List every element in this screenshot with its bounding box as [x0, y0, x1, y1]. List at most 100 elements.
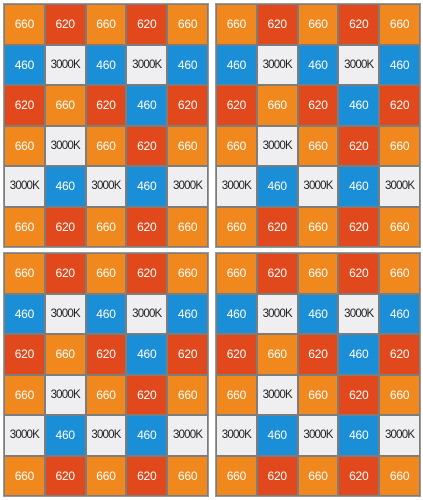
led-cell-nm-460: 460 [339, 86, 379, 125]
led-cell-nm-460: 460 [380, 45, 419, 84]
led-cell-nm-460: 460 [45, 167, 85, 206]
led-cell-nm-620: 620 [5, 86, 44, 125]
led-cell-nm-460: 460 [339, 335, 379, 374]
led-cell-nm-620: 620 [127, 5, 167, 44]
led-cell-white-3000k: 3000K [45, 45, 85, 84]
led-grid-panel-bottom-right: 660 620 660 620 660 460 3000K 460 3000K 460 620 660… [215, 252, 421, 497]
led-cell-nm-620: 620 [339, 5, 379, 44]
led-cell-nm-660: 660 [168, 5, 207, 44]
led-cell-nm-460: 460 [45, 416, 85, 455]
led-cell-nm-660: 660 [380, 254, 419, 293]
led-cell-nm-620: 620 [339, 254, 379, 293]
led-cell-nm-460: 460 [298, 45, 338, 84]
led-cell-nm-620: 620 [127, 126, 167, 165]
led-cell-white-3000k: 3000K [127, 45, 167, 84]
led-cell-nm-660: 660 [86, 207, 126, 246]
led-cell-nm-620: 620 [127, 207, 167, 246]
led-cell-nm-460: 460 [168, 294, 207, 333]
led-cell-nm-660: 660 [5, 456, 44, 495]
led-cell-nm-660: 660 [380, 375, 419, 414]
led-cell-nm-460: 460 [339, 167, 379, 206]
led-cell-nm-620: 620 [298, 86, 338, 125]
led-cell-white-3000k: 3000K [339, 45, 379, 84]
led-cell-nm-620: 620 [86, 86, 126, 125]
led-cell-white-3000k: 3000K [5, 416, 44, 455]
led-cell-nm-660: 660 [217, 126, 256, 165]
led-cell-nm-460: 460 [380, 294, 419, 333]
led-cell-nm-660: 660 [298, 456, 338, 495]
led-cell-nm-620: 620 [5, 335, 44, 374]
led-cell-nm-660: 660 [5, 207, 44, 246]
led-cell-white-3000k: 3000K [257, 126, 297, 165]
led-grid-panel-bottom-left: 660 620 660 620 660 460 3000K 460 3000K 460 620 660… [3, 252, 209, 497]
led-cell-nm-460: 460 [217, 45, 256, 84]
led-cell-nm-460: 460 [127, 86, 167, 125]
led-cell-white-3000k: 3000K [86, 167, 126, 206]
led-cell-nm-660: 660 [45, 335, 85, 374]
led-cell-white-3000k: 3000K [380, 167, 419, 206]
led-cell-white-3000k: 3000K [298, 416, 338, 455]
led-cell-nm-620: 620 [298, 335, 338, 374]
led-cell-nm-660: 660 [5, 126, 44, 165]
led-cell-nm-660: 660 [86, 126, 126, 165]
led-cell-nm-660: 660 [257, 335, 297, 374]
led-cell-nm-660: 660 [5, 375, 44, 414]
led-cell-nm-460: 460 [257, 167, 297, 206]
led-cell-white-3000k: 3000K [380, 416, 419, 455]
led-cell-nm-660: 660 [86, 5, 126, 44]
led-cell-nm-620: 620 [45, 207, 85, 246]
led-cell-nm-620: 620 [339, 456, 379, 495]
led-cell-white-3000k: 3000K [339, 294, 379, 333]
led-cell-nm-460: 460 [5, 294, 44, 333]
led-cell-nm-460: 460 [298, 294, 338, 333]
led-cell-white-3000k: 3000K [257, 375, 297, 414]
led-cell-nm-660: 660 [217, 5, 256, 44]
led-cell-nm-620: 620 [257, 207, 297, 246]
led-cell-nm-620: 620 [86, 335, 126, 374]
led-cell-nm-660: 660 [380, 456, 419, 495]
led-cell-nm-660: 660 [298, 254, 338, 293]
led-cell-nm-660: 660 [217, 254, 256, 293]
led-cell-nm-620: 620 [45, 456, 85, 495]
led-cell-white-3000k: 3000K [5, 167, 44, 206]
led-cell-nm-620: 620 [380, 86, 419, 125]
led-cell-nm-660: 660 [5, 254, 44, 293]
led-cell-nm-460: 460 [257, 416, 297, 455]
led-cell-nm-460: 460 [217, 294, 256, 333]
led-cell-nm-660: 660 [86, 254, 126, 293]
led-cell-nm-660: 660 [298, 5, 338, 44]
led-cell-nm-460: 460 [127, 167, 167, 206]
led-cell-white-3000k: 3000K [168, 167, 207, 206]
led-cell-nm-660: 660 [45, 86, 85, 125]
led-cell-nm-620: 620 [380, 335, 419, 374]
led-cell-nm-460: 460 [86, 45, 126, 84]
led-cell-white-3000k: 3000K [45, 375, 85, 414]
led-cell-nm-460: 460 [127, 416, 167, 455]
led-cell-white-3000k: 3000K [127, 294, 167, 333]
led-cell-nm-660: 660 [380, 126, 419, 165]
led-cell-nm-620: 620 [257, 5, 297, 44]
led-grid-panel-top-left: 660 620 660 620 660 460 3000K 460 3000K 460 620 660… [3, 3, 209, 248]
led-cell-white-3000k: 3000K [257, 45, 297, 84]
led-cell-nm-660: 660 [217, 375, 256, 414]
led-cell-nm-660: 660 [168, 254, 207, 293]
led-cell-nm-660: 660 [168, 126, 207, 165]
led-cell-nm-660: 660 [168, 456, 207, 495]
led-cell-white-3000k: 3000K [217, 416, 256, 455]
led-cell-nm-660: 660 [298, 126, 338, 165]
led-cell-nm-660: 660 [86, 375, 126, 414]
led-cell-white-3000k: 3000K [217, 167, 256, 206]
led-cell-nm-660: 660 [168, 207, 207, 246]
led-cell-white-3000k: 3000K [45, 294, 85, 333]
led-cell-nm-460: 460 [168, 45, 207, 84]
led-cell-nm-620: 620 [339, 126, 379, 165]
led-cell-nm-620: 620 [257, 456, 297, 495]
led-cell-nm-620: 620 [339, 207, 379, 246]
led-cell-white-3000k: 3000K [168, 416, 207, 455]
led-cell-nm-620: 620 [127, 456, 167, 495]
led-cell-nm-660: 660 [86, 456, 126, 495]
led-grid-panel-top-right: 660 620 660 620 660 460 3000K 460 3000K 460 620 660… [215, 3, 421, 248]
led-cell-nm-620: 620 [127, 254, 167, 293]
led-cell-nm-660: 660 [380, 5, 419, 44]
led-cell-nm-460: 460 [127, 335, 167, 374]
